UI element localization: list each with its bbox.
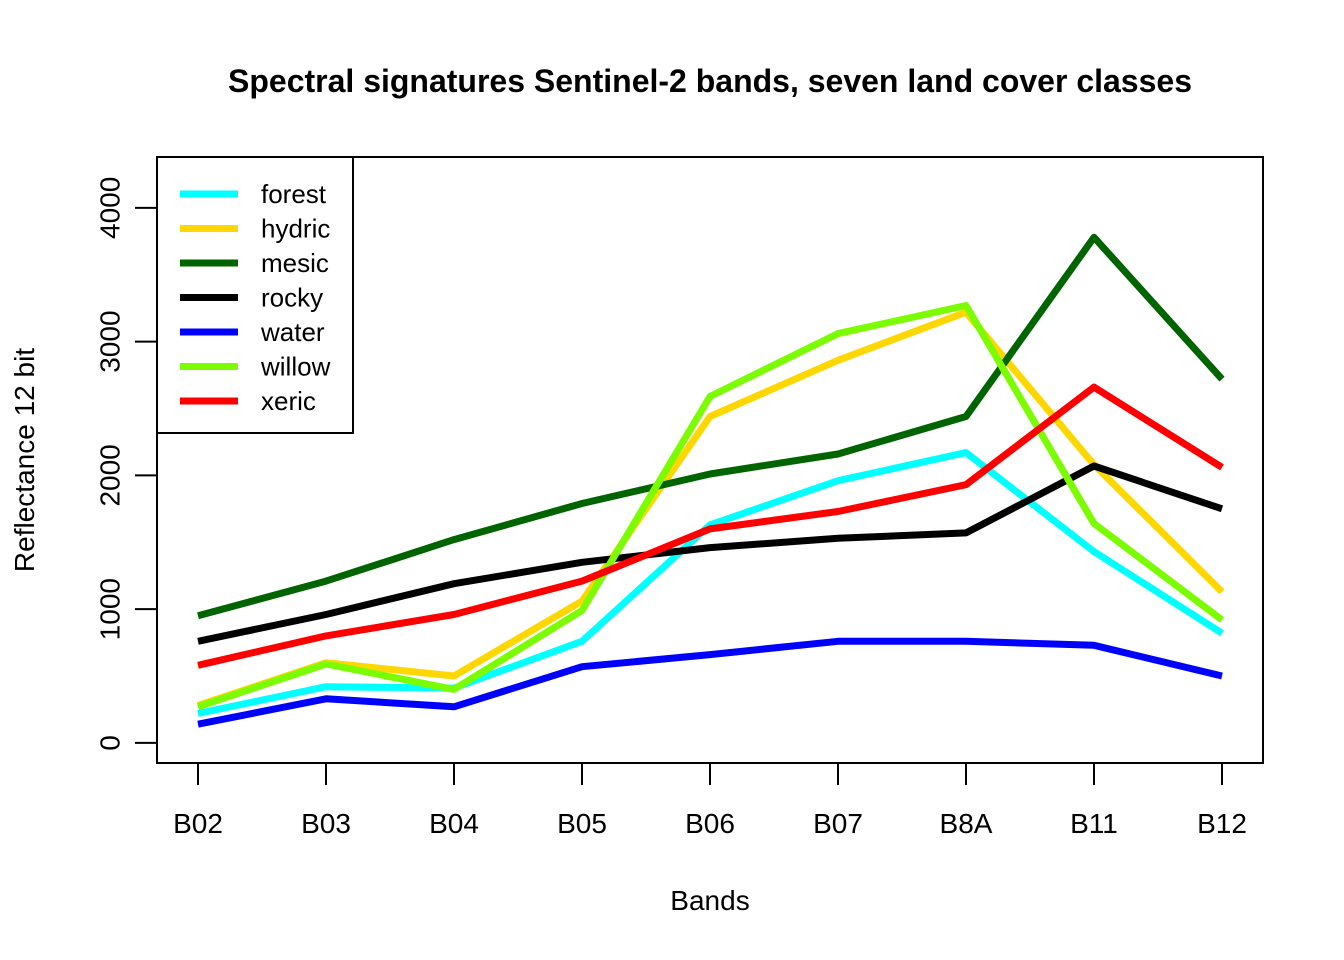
series-line-rocky: [197, 462, 1224, 645]
x-tick-label: B02: [173, 808, 223, 839]
legend-label-willow: willow: [260, 352, 331, 382]
x-tick-label: B8A: [940, 808, 993, 839]
x-tick-label: B05: [557, 808, 607, 839]
legend-label-mesic: mesic: [261, 248, 329, 278]
x-tick-label: B04: [429, 808, 479, 839]
chart-title: Spectral signatures Sentinel-2 bands, se…: [228, 63, 1192, 99]
y-axis-label: Reflectance 12 bit: [9, 348, 40, 572]
y-tick-label: 3000: [95, 310, 126, 372]
plot-frame: [156, 156, 1264, 764]
y-tick-label: 1000: [95, 578, 126, 640]
x-tick-label: B03: [301, 808, 351, 839]
x-tick-label: B07: [813, 808, 863, 839]
legend: forest hydric mesic rocky water willow xeric: [156, 156, 354, 434]
legend-label-forest: forest: [261, 179, 327, 209]
y-tick-label: 0: [95, 735, 126, 751]
legend-label-water: water: [260, 317, 325, 347]
legend-label-xeric: xeric: [261, 386, 316, 416]
series-line-willow: [196, 302, 1225, 711]
series-layer: [196, 233, 1225, 728]
x-tick-label: B11: [1070, 808, 1118, 839]
x-tick-label: B06: [685, 808, 735, 839]
legend-label-hydric: hydric: [261, 214, 330, 244]
legend-items: forest hydric mesic rocky water willow xeric: [180, 179, 331, 416]
legend-label-rocky: rocky: [261, 283, 323, 313]
series-line-xeric: [197, 383, 1224, 669]
series-line-forest: [197, 449, 1224, 717]
series-line-mesic: [197, 233, 1225, 620]
y-tick-label: 4000: [95, 177, 126, 239]
series-line-water: [197, 637, 1223, 728]
x-tick-label: B12: [1197, 808, 1247, 839]
series-line-hydric: [196, 308, 1225, 709]
x-axis-label: Bands: [670, 885, 749, 916]
y-tick-label: 2000: [95, 444, 126, 506]
